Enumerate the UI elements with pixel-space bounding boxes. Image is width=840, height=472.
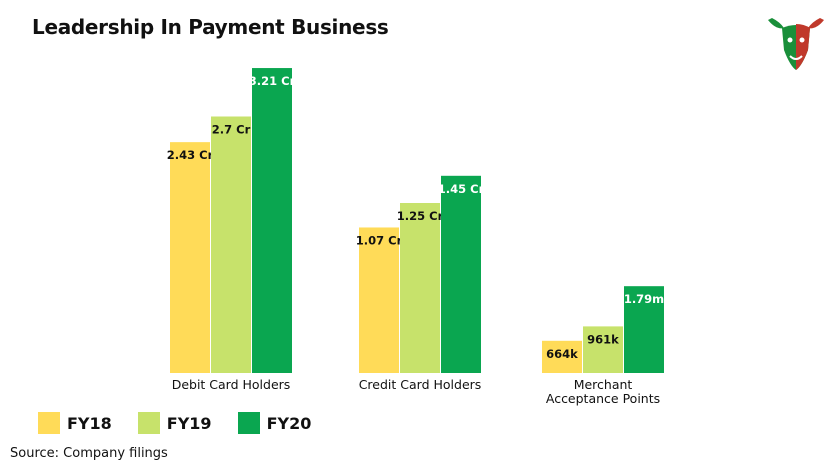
bar-value-label: 961k bbox=[587, 332, 619, 346]
bar-fy19-2 bbox=[400, 203, 440, 373]
bar-value-label: 664k bbox=[546, 347, 578, 361]
bar-fy18-2 bbox=[359, 227, 399, 373]
bar-value-label: 1.07 Cr bbox=[356, 233, 403, 247]
legend-item-fy19: FY19 bbox=[137, 412, 212, 434]
bar-value-label: 1.79m bbox=[624, 292, 664, 306]
legend-item-fy20: FY20 bbox=[237, 412, 312, 434]
legend-item-fy18: FY18 bbox=[38, 412, 112, 434]
bull-head-logo-icon bbox=[768, 18, 824, 70]
legend-swatch-fy20 bbox=[237, 412, 260, 434]
legend-swatch-fy18 bbox=[38, 412, 60, 434]
bar-value-label: 1.25 Cr bbox=[397, 209, 444, 223]
category-label: Credit Card Holders bbox=[359, 377, 482, 392]
bar-value-label: 2.43 Cr bbox=[167, 148, 214, 162]
legend-label-fy19: FY19 bbox=[166, 413, 212, 433]
source-note: Source: Company filings bbox=[10, 446, 168, 461]
legend-label-fy20: FY20 bbox=[266, 413, 312, 433]
bar-fy20-3 bbox=[624, 286, 664, 373]
bar-fy20-1 bbox=[252, 68, 292, 374]
bar-fy18-3 bbox=[542, 340, 582, 373]
legend-label-fy18: FY18 bbox=[67, 413, 112, 433]
category-label: Debit Card Holders bbox=[172, 377, 291, 392]
bar-chart: 2.43 Cr 2.7 Cr 3.21 Cr Debit Card Holders 1.… bbox=[167, 68, 664, 406]
bar-value-label: 2.7 Cr bbox=[212, 123, 251, 137]
category-label: Acceptance Points bbox=[546, 391, 660, 406]
bar-fy20-2 bbox=[441, 175, 481, 373]
legend: FY18 FY19 FY20 bbox=[38, 412, 311, 434]
bar-fy18-1 bbox=[170, 142, 210, 373]
bar-fy19-3 bbox=[583, 326, 623, 373]
bar-value-label: 1.45 Cr bbox=[438, 182, 485, 196]
bar-fy19-1 bbox=[211, 116, 251, 373]
bar-value-label: 3.21 Cr bbox=[249, 74, 296, 88]
category-label: Merchant bbox=[574, 377, 633, 392]
legend-swatch-fy19 bbox=[137, 412, 160, 434]
chart-title: Leadership In Payment Business bbox=[32, 15, 389, 39]
